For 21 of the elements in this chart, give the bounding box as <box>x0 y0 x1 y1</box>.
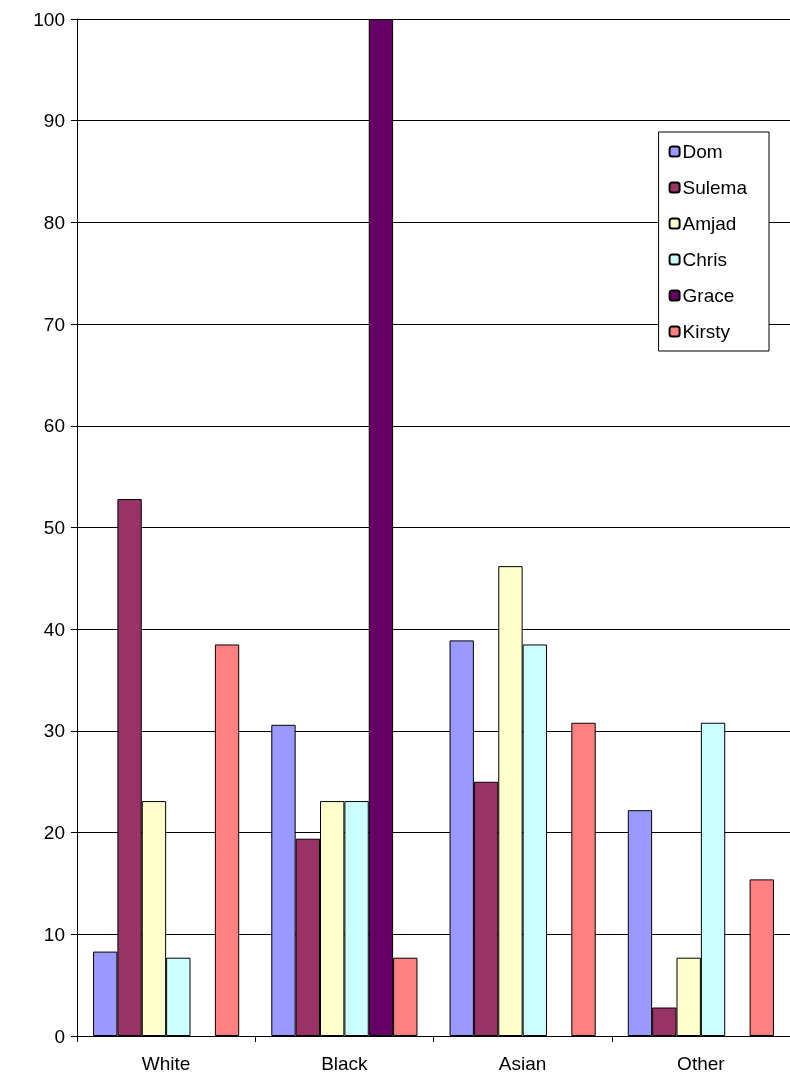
x-tick-label: Asian <box>498 1053 547 1074</box>
y-tick-label: 20 <box>43 822 65 844</box>
y-tick-label: 90 <box>43 110 65 132</box>
legend-label: Kirsty <box>682 321 731 342</box>
y-tick-label: 60 <box>43 415 65 437</box>
y-tick-label: 100 <box>33 8 65 30</box>
legend-label: Dom <box>682 141 723 162</box>
y-tick-label: 50 <box>43 517 65 538</box>
legend-label: Sulema <box>682 177 748 198</box>
legend-label: Grace <box>682 285 735 306</box>
legend-label: Chris <box>682 249 727 270</box>
x-tick-label: White <box>141 1053 191 1074</box>
y-tick-label: 40 <box>43 618 65 640</box>
legend-label: Amjad <box>682 213 737 234</box>
y-tick-label: 80 <box>43 211 65 233</box>
x-tick-label: Black <box>321 1053 369 1074</box>
y-tick-label: 70 <box>43 313 65 335</box>
x-tick-label: Other <box>677 1053 726 1074</box>
y-tick-label: 30 <box>43 720 65 742</box>
y-tick-label: 0 <box>54 1025 65 1047</box>
y-tick-label: 10 <box>43 923 65 945</box>
